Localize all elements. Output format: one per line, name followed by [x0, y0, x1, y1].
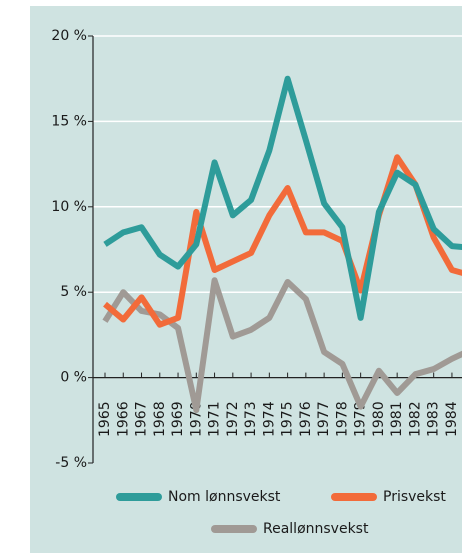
legend-label: Nom lønnsvekst [168, 489, 281, 505]
x-tick-label: 1970 [188, 401, 204, 437]
x-tick-label: 1975 [280, 401, 296, 437]
x-tick-label: 1972 [225, 401, 241, 437]
legend-label: Prisvekst [383, 489, 446, 505]
y-tick-label: 10 % [51, 199, 87, 215]
x-tick-label: 1968 [152, 401, 168, 437]
x-tick-label: 1980 [371, 401, 387, 437]
x-tick-label: 1966 [115, 401, 131, 437]
x-tick-label: 1984 [444, 401, 460, 437]
y-tick-label: 5 % [60, 284, 87, 300]
x-tick-label: 1977 [316, 401, 332, 437]
x-tick-label: 1981 [389, 401, 405, 437]
line-series [102, 277, 462, 414]
line-series [103, 75, 462, 321]
line-series [103, 154, 462, 328]
y-tick-label: 15 % [51, 113, 87, 129]
y-tick-label: 0 % [60, 370, 87, 386]
y-tick-label: -5 % [55, 455, 87, 471]
x-tick-label: 1973 [243, 401, 259, 437]
x-tick-label: 1971 [207, 401, 223, 437]
background [30, 6, 462, 553]
x-tick-label: 1965 [97, 401, 113, 437]
x-tick-label: 1974 [261, 401, 277, 437]
x-tick-label: 1978 [334, 401, 350, 437]
y-tick-label: 20 % [51, 28, 87, 44]
x-tick-label: 1983 [426, 401, 442, 437]
x-tick-label: 1979 [353, 401, 369, 437]
x-tick-label: 1976 [298, 401, 314, 437]
x-tick-label: 1967 [134, 401, 150, 437]
legend-label: Reallønnsvekst [263, 521, 369, 537]
x-tick-label: 1982 [407, 401, 423, 437]
x-tick-label: 1969 [170, 401, 186, 437]
